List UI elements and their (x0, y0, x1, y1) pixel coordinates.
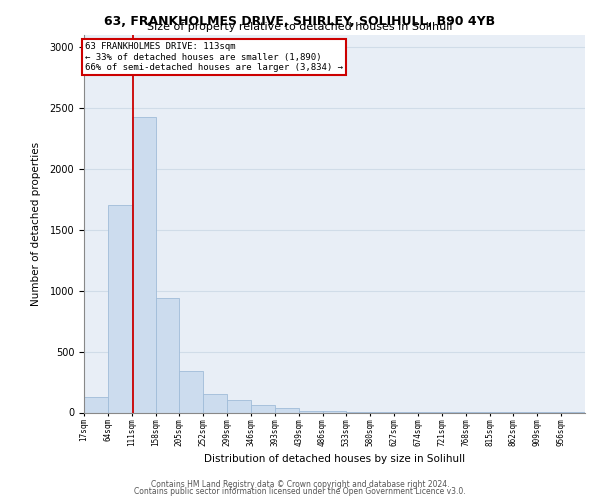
Bar (108, 206, 132, 412)
Bar (132, 116, 155, 412)
Text: Contains HM Land Registry data © Crown copyright and database right 2024.: Contains HM Land Registry data © Crown c… (151, 480, 449, 489)
X-axis label: Distribution of detached houses by size in Solihull: Distribution of detached houses by size … (204, 454, 465, 464)
Bar (203, 394, 227, 412)
Bar (179, 371, 203, 412)
Bar (155, 298, 179, 412)
Bar (84, 396, 108, 412)
Bar (227, 400, 251, 412)
Bar (275, 408, 299, 412)
Bar (251, 405, 275, 412)
Text: Size of property relative to detached houses in Solihull: Size of property relative to detached ho… (147, 22, 453, 32)
Text: Contains public sector information licensed under the Open Government Licence v3: Contains public sector information licen… (134, 487, 466, 496)
Bar (299, 410, 323, 412)
Text: 63, FRANKHOLMES DRIVE, SHIRLEY, SOLIHULL, B90 4YB: 63, FRANKHOLMES DRIVE, SHIRLEY, SOLIHULL… (104, 15, 496, 28)
Y-axis label: Number of detached properties: Number of detached properties (31, 142, 41, 306)
Text: 63 FRANKHOLMES DRIVE: 113sqm
← 33% of detached houses are smaller (1,890)
66% of: 63 FRANKHOLMES DRIVE: 113sqm ← 33% of de… (85, 42, 343, 72)
